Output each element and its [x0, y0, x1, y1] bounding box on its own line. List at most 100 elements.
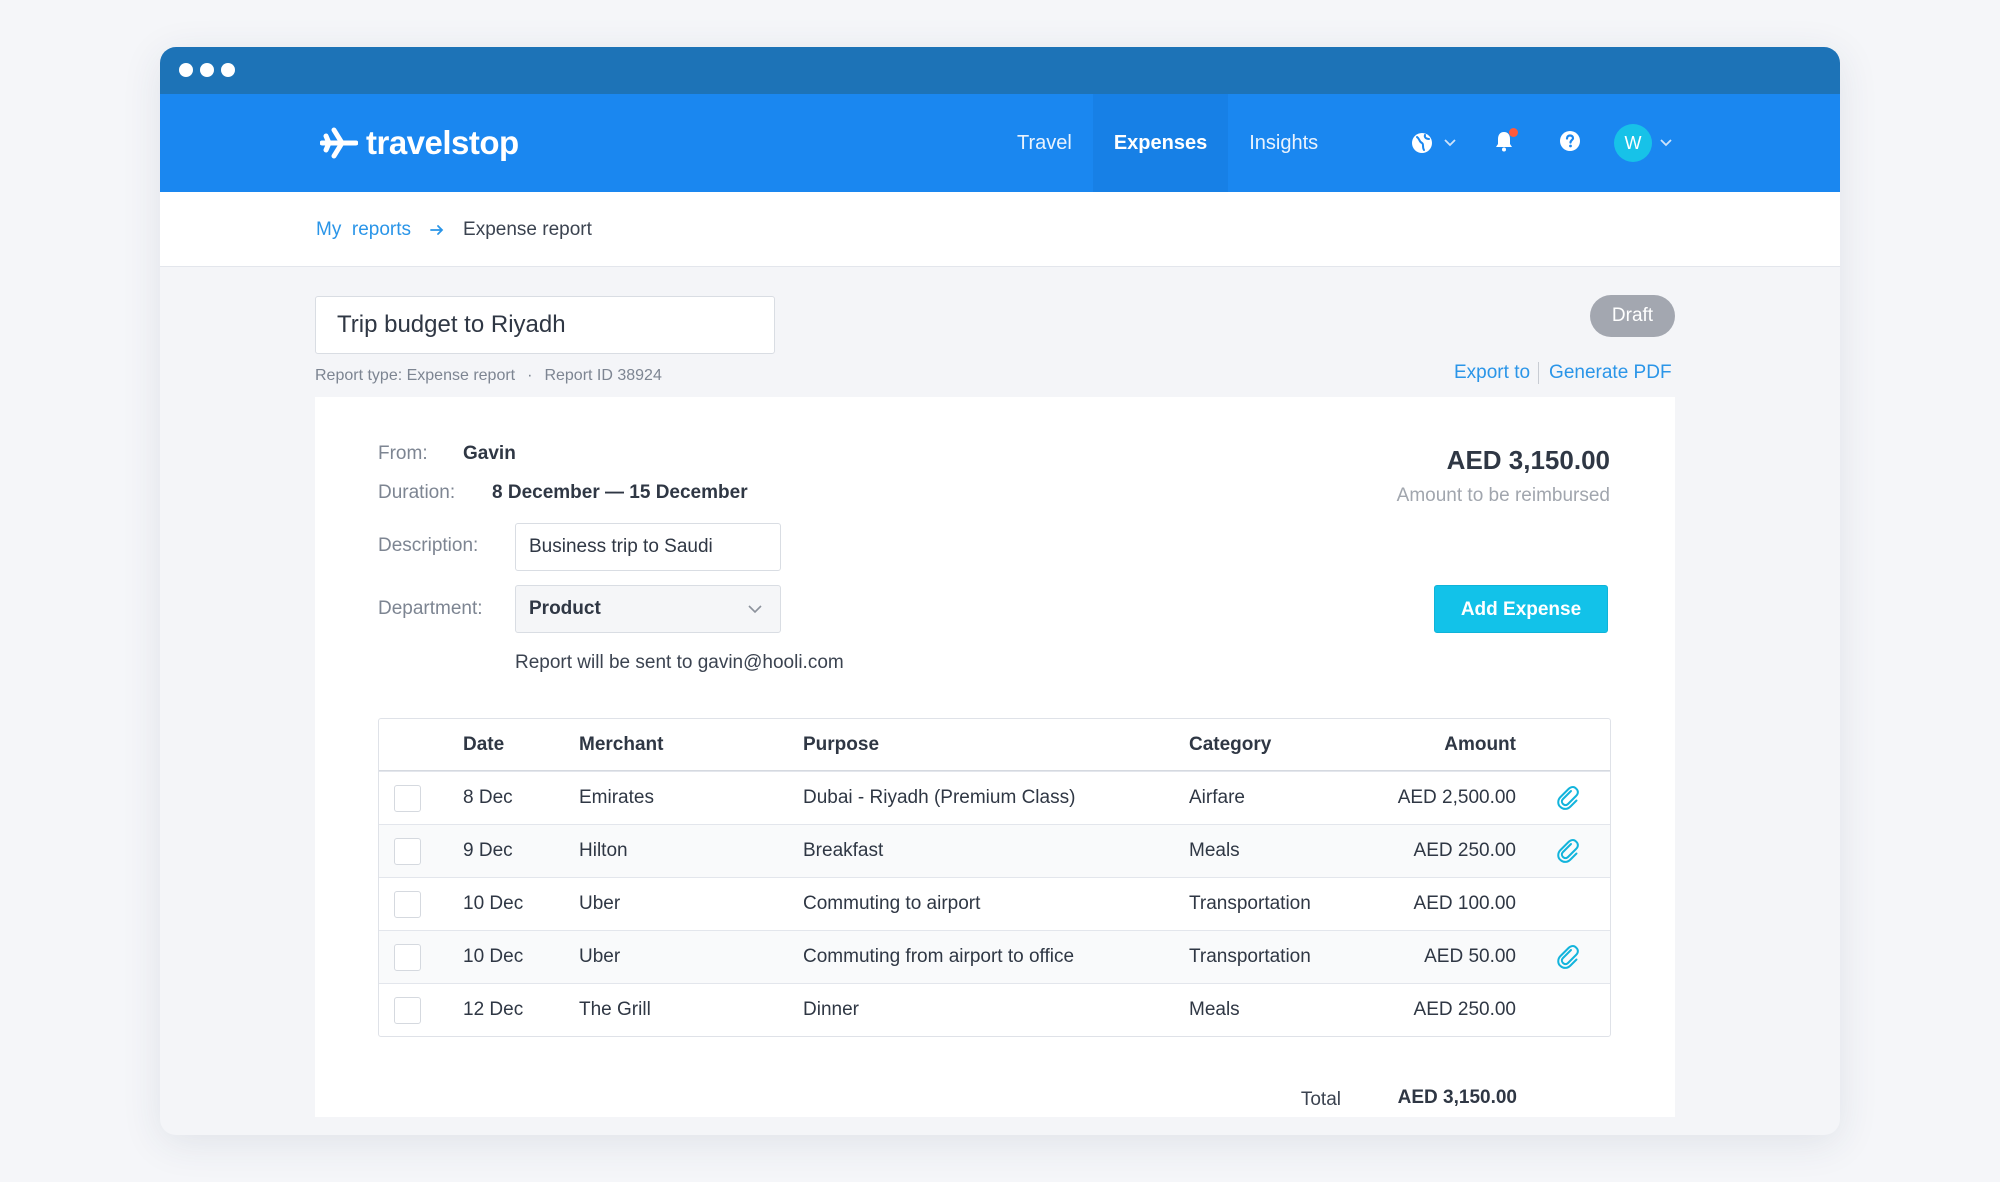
- row-amount: AED 2,500.00: [1397, 787, 1516, 808]
- breadcrumb: My reports Expense report: [316, 192, 592, 267]
- expenses-table: Date Merchant Purpose Category Amount 8 …: [378, 718, 1611, 1037]
- row-date: 10 Dec: [463, 946, 524, 967]
- from-label: From:: [378, 443, 428, 464]
- globe-icon: [1412, 133, 1432, 153]
- paperclip-icon[interactable]: [1555, 838, 1581, 864]
- nav-expenses[interactable]: Expenses: [1092, 94, 1229, 192]
- breadcrumb-current: Expense report: [463, 218, 592, 240]
- row-purpose: Dinner: [803, 999, 859, 1020]
- row-amount: AED 250.00: [1413, 840, 1516, 861]
- status-badge: Draft: [1590, 295, 1675, 337]
- paperclip-icon[interactable]: [1555, 944, 1581, 970]
- row-merchant: Uber: [579, 946, 621, 967]
- nav-travel[interactable]: Travel: [1017, 132, 1072, 154]
- row-checkbox[interactable]: [394, 784, 421, 812]
- paperclip-icon[interactable]: [1555, 785, 1581, 811]
- row-checkbox[interactable]: [394, 837, 421, 865]
- chevron-down-icon: [748, 605, 762, 614]
- row-purpose: Dubai - Riyadh (Premium Class): [803, 787, 1076, 808]
- row-merchant: Emirates: [579, 787, 654, 808]
- window-dot-close[interactable]: [179, 63, 193, 77]
- report-type: Report type: Expense report: [315, 367, 516, 384]
- row-purpose: Breakfast: [803, 840, 884, 861]
- user-menu[interactable]: W: [1614, 124, 1672, 162]
- avatar: W: [1614, 124, 1652, 162]
- department-select[interactable]: Product: [515, 585, 781, 633]
- recipient-note: Report will be sent to gavin@hooli.com: [515, 652, 844, 673]
- row-date: 9 Dec: [463, 840, 513, 861]
- chevron-down-icon: [1660, 139, 1672, 147]
- row-category: Transportation: [1189, 893, 1311, 914]
- export-actions: Export to Generate PDF: [1454, 362, 1672, 384]
- app-window: travelstop Travel Expenses Insights: [160, 47, 1840, 1135]
- notification-badge: [1509, 127, 1518, 137]
- row-checkbox[interactable]: [394, 890, 421, 918]
- export-to-link[interactable]: Export to: [1454, 362, 1531, 383]
- breadcrumb-bar: My reports Expense report: [160, 192, 1840, 267]
- row-checkbox[interactable]: [394, 943, 421, 971]
- brand-name: travelstop: [366, 124, 519, 161]
- row-amount: AED 50.00: [1424, 946, 1516, 967]
- header-date[interactable]: Date: [463, 733, 505, 755]
- row-category: Airfare: [1189, 787, 1245, 808]
- header-merchant[interactable]: Merchant: [579, 733, 664, 755]
- add-expense-button[interactable]: Add Expense: [1434, 585, 1608, 633]
- description-label: Description:: [378, 535, 479, 556]
- breadcrumb-my-reports[interactable]: My reports: [316, 219, 411, 241]
- row-purpose: Commuting from airport to office: [803, 946, 1075, 967]
- meta-separator: ·: [527, 367, 533, 384]
- top-navbar: travelstop Travel Expenses Insights: [160, 94, 1840, 192]
- duration-value: 8 December — 15 December: [492, 482, 748, 503]
- window-dot-maximize[interactable]: [221, 63, 235, 77]
- duration-label: Duration:: [378, 482, 456, 503]
- row-category: Meals: [1189, 999, 1240, 1020]
- notifications-button[interactable]: [1492, 127, 1518, 158]
- total-value: AED 3,150.00: [1397, 1087, 1517, 1108]
- from-value: Gavin: [463, 443, 516, 464]
- airplane-icon: [320, 127, 358, 159]
- report-title-input[interactable]: Trip budget to Riyadh: [315, 296, 775, 354]
- window-dot-minimize[interactable]: [200, 63, 214, 77]
- row-date: 12 Dec: [463, 999, 524, 1020]
- row-category: Meals: [1189, 840, 1240, 861]
- department-value: Product: [529, 598, 601, 619]
- header-purpose[interactable]: Purpose: [803, 733, 880, 755]
- row-date: 10 Dec: [463, 893, 524, 914]
- help-button[interactable]: [1558, 129, 1582, 158]
- chevron-down-icon: [1444, 139, 1456, 147]
- breadcrumb-word: reports: [351, 218, 412, 240]
- row-purpose: Commuting to airport: [803, 893, 981, 914]
- row-merchant: The Grill: [579, 999, 651, 1020]
- header-amount[interactable]: Amount: [1444, 733, 1516, 755]
- brand-logo[interactable]: travelstop: [320, 124, 519, 162]
- report-card: From: Gavin Duration: 8 December — 15 De…: [315, 397, 1675, 1117]
- arrow-right-icon: [430, 224, 444, 235]
- breadcrumb-word: My: [316, 218, 342, 240]
- nav-insights[interactable]: Insights: [1249, 132, 1319, 154]
- table-row[interactable]: 10 Dec Uber Commuting from airport to of…: [379, 930, 1610, 983]
- row-merchant: Uber: [579, 893, 621, 914]
- table-row[interactable]: 10 Dec Uber Commuting to airport Transpo…: [379, 877, 1610, 930]
- generate-pdf-link[interactable]: Generate PDF: [1549, 362, 1672, 383]
- table-header: Date Merchant Purpose Category Amount: [379, 719, 1610, 771]
- bell-icon: [1496, 131, 1512, 151]
- row-amount: AED 100.00: [1413, 893, 1516, 914]
- header-category[interactable]: Category: [1189, 733, 1272, 755]
- description-input[interactable]: Business trip to Saudi: [515, 523, 781, 571]
- row-date: 8 Dec: [463, 787, 513, 808]
- nav-actions: W: [1410, 94, 1672, 192]
- help-icon: [1560, 130, 1580, 151]
- row-amount: AED 250.00: [1413, 999, 1516, 1020]
- report-meta: Report type: Expense report · Report ID …: [315, 367, 662, 385]
- table-row[interactable]: 9 Dec Hilton Breakfast Meals AED 250.00: [379, 824, 1610, 877]
- language-menu[interactable]: [1410, 131, 1456, 155]
- row-checkbox[interactable]: [394, 996, 421, 1024]
- main-nav: Travel Expenses Insights: [996, 94, 1339, 192]
- table-row[interactable]: 12 Dec The Grill Dinner Meals AED 250.00: [379, 983, 1610, 1036]
- row-merchant: Hilton: [579, 840, 628, 861]
- table-row[interactable]: 8 Dec Emirates Dubai - Riyadh (Premium C…: [379, 771, 1610, 824]
- department-label: Department:: [378, 598, 483, 619]
- total-label: Total: [1300, 1089, 1341, 1110]
- row-category: Transportation: [1189, 946, 1311, 967]
- window-controls: [179, 63, 235, 77]
